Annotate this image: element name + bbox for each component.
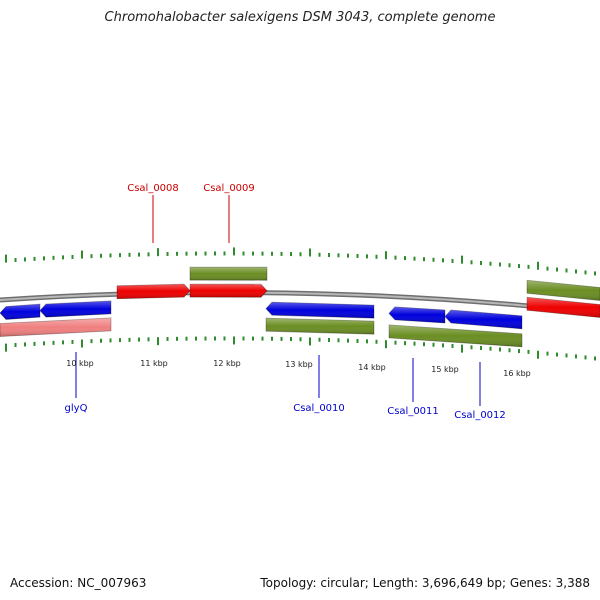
scale-label: 15 kbp bbox=[431, 365, 459, 374]
gene-pale-reverse-shade bbox=[0, 317, 111, 337]
accession-text: Accession: NC_007963 bbox=[10, 576, 147, 590]
genome-stats-text: Topology: circular; Length: 3,696,649 bp… bbox=[260, 576, 590, 590]
gene-labels: Csal_0008 Csal_0009 glyQ Csal_0010 Csal_0011… bbox=[65, 183, 506, 421]
gene-csal-0011-shade bbox=[389, 306, 445, 323]
gene-csal-0008-shade bbox=[117, 284, 190, 299]
backbone-line bbox=[0, 291, 600, 314]
outer-tick-marks bbox=[5, 247, 596, 276]
gene-csal-0012-shade bbox=[445, 309, 522, 329]
glyq-label: glyQ bbox=[65, 403, 88, 414]
csal-0010-label: Csal_0010 bbox=[293, 403, 345, 414]
csal-0008-label: Csal_0008 bbox=[127, 183, 179, 194]
gene-left-reverse-shade bbox=[0, 304, 40, 320]
gene-csal-0010-shade bbox=[266, 302, 374, 319]
scale-label: 10 kbp bbox=[66, 359, 94, 368]
cds-csal-0010-shade bbox=[266, 318, 374, 335]
gene-csal-0009-shade bbox=[190, 284, 267, 298]
map-title: Chromohalobacter salexigens DSM 3043, co… bbox=[104, 10, 496, 25]
scale-labels: 10 kbp 11 kbp 12 kbp 13 kbp 14 kbp 15 kbp 16 k… bbox=[66, 359, 531, 378]
inner-tick-marks bbox=[5, 336, 596, 361]
scale-label: 13 kbp bbox=[285, 360, 313, 369]
scale-label: 14 kbp bbox=[358, 363, 386, 372]
cds-csal-0009-shade bbox=[190, 267, 267, 281]
gene-right-forward-shade bbox=[527, 297, 600, 318]
genome-backbone bbox=[0, 289, 600, 316]
gene-glyq-shade bbox=[40, 300, 111, 318]
scale-label: 16 kbp bbox=[503, 369, 531, 378]
csal-0011-label: Csal_0011 bbox=[387, 406, 439, 417]
csal-0009-label: Csal_0009 bbox=[203, 183, 255, 194]
cds-right-forward-shade bbox=[527, 280, 600, 301]
cds-csal-0011-0012-shade bbox=[389, 324, 522, 347]
gene-features bbox=[0, 266, 600, 348]
csal-0012-label: Csal_0012 bbox=[454, 410, 506, 421]
scale-label: 12 kbp bbox=[213, 359, 241, 368]
label-leader-lines bbox=[75, 195, 481, 406]
scale-label: 11 kbp bbox=[140, 359, 168, 368]
